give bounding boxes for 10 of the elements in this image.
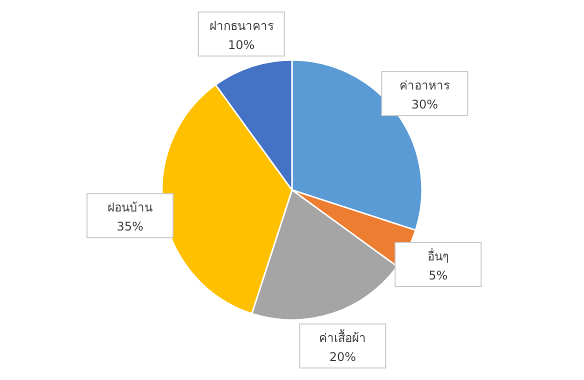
slice-label: ฝากธนาคาร (209, 19, 274, 34)
slice-label: อื่นๆ (428, 247, 449, 264)
slice-label: ค่าเสื้อผ้า (319, 328, 366, 345)
data-label: 35% (116, 220, 144, 234)
slice-label: ฝอนบ้าน (108, 200, 153, 215)
data-label: 10% (228, 38, 255, 52)
data-label: 5% (428, 268, 448, 282)
data-label: 20% (329, 350, 356, 364)
slice-label: ค่าอาหาร (400, 78, 451, 93)
data-label: 30% (411, 98, 438, 112)
